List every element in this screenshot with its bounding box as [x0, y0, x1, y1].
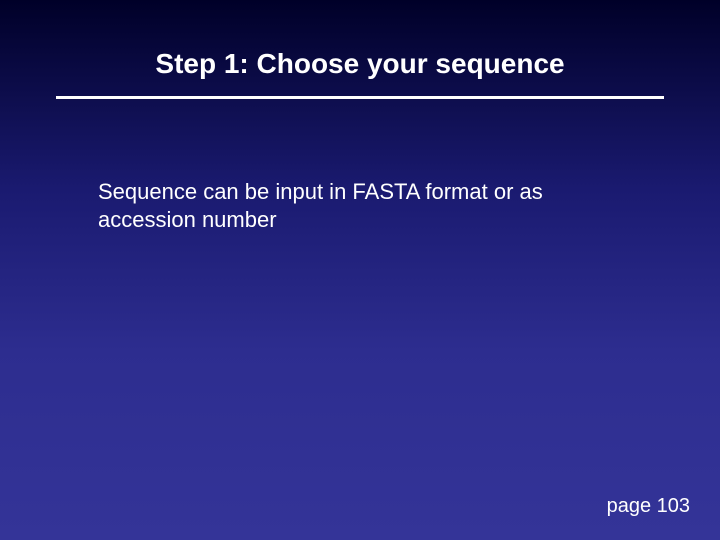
title-divider	[56, 96, 664, 99]
slide: Step 1: Choose your sequence Sequence ca…	[0, 0, 720, 540]
slide-body-text: Sequence can be input in FASTA format or…	[98, 178, 580, 234]
slide-title: Step 1: Choose your sequence	[0, 48, 720, 80]
page-number-label: page 103	[607, 495, 690, 518]
